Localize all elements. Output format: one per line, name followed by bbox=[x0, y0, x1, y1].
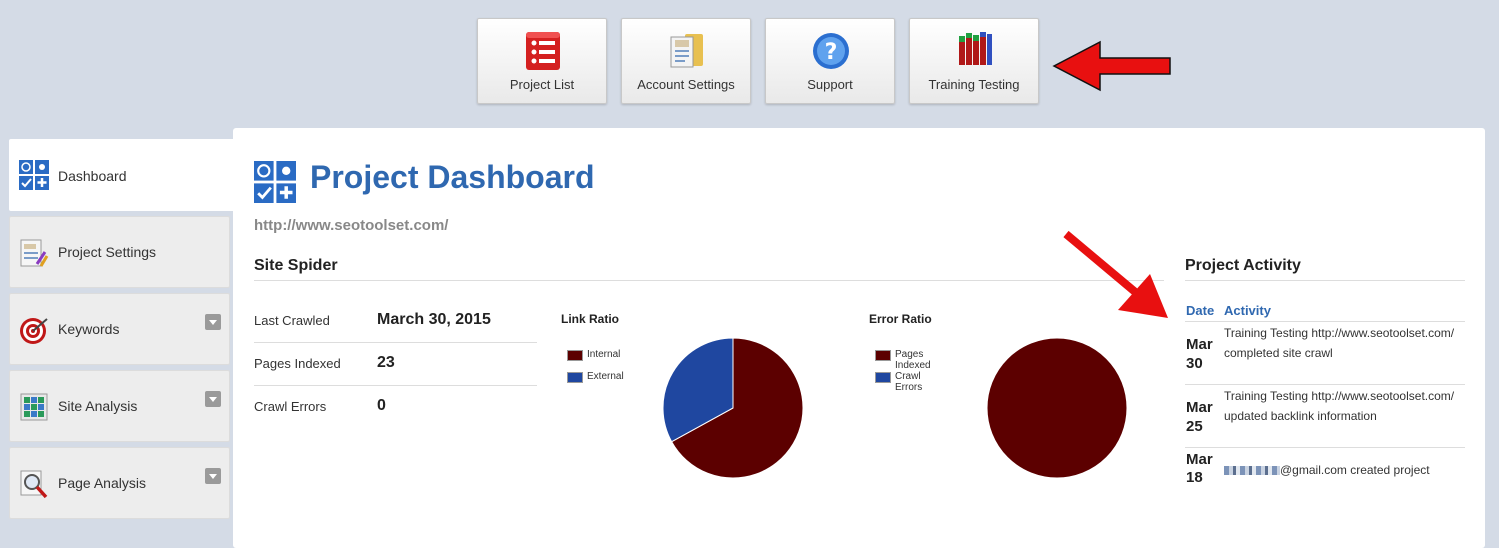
legend-swatch-external bbox=[567, 372, 583, 383]
error-ratio-pie bbox=[987, 338, 1128, 479]
project-list-button[interactable]: Project List bbox=[477, 18, 607, 104]
sidebar-item-label: Site Analysis bbox=[58, 398, 138, 414]
site-analysis-icon bbox=[20, 393, 48, 421]
sidebar-item-page-analysis[interactable]: Page Analysis bbox=[9, 447, 230, 519]
sidebar-item-label: Page Analysis bbox=[58, 475, 146, 491]
legend-label-external: External bbox=[587, 371, 624, 382]
sidebar-item-project-settings[interactable]: Project Settings bbox=[9, 216, 230, 288]
svg-text:?: ? bbox=[825, 40, 838, 65]
activity-text: Training Testing http://www.seotoolset.c… bbox=[1224, 389, 1455, 423]
activity-month: Mar bbox=[1186, 336, 1213, 353]
account-settings-label: Account Settings bbox=[637, 77, 735, 92]
link-ratio-pie bbox=[663, 338, 804, 479]
site-spider-heading: Site Spider bbox=[254, 257, 338, 274]
stat-value: 23 bbox=[377, 354, 395, 371]
support-button[interactable]: ? Support bbox=[765, 18, 895, 104]
stat-value: March 30, 2015 bbox=[377, 311, 491, 328]
stat-label: Crawl Errors bbox=[254, 399, 327, 414]
bar-chart-icon bbox=[959, 32, 992, 65]
training-testing-label: Training Testing bbox=[928, 77, 1020, 92]
activity-date-header: Date bbox=[1186, 303, 1215, 318]
activity-month: Mar bbox=[1186, 451, 1213, 468]
stat-crawl-errors: Crawl Errors 0 bbox=[254, 385, 537, 428]
activity-text: Training Testing http://www.seotoolset.c… bbox=[1224, 326, 1455, 360]
pie-slice-internal bbox=[670, 338, 804, 479]
dashboard-icon bbox=[254, 161, 296, 203]
legend-swatch-pages-indexed bbox=[875, 350, 891, 361]
activity-text-container: @gmail.com created project bbox=[1224, 460, 1459, 480]
sidebar-item-dashboard[interactable]: Dashboard bbox=[9, 139, 235, 211]
stat-last-crawled: Last Crawled March 30, 2015 bbox=[254, 299, 537, 343]
activity-row: Mar 25 Training Testing http://www.seoto… bbox=[1185, 385, 1465, 448]
link-ratio-title: Link Ratio bbox=[561, 312, 620, 326]
main-panel: Project Dashboard http://www.seotoolset.… bbox=[233, 128, 1485, 548]
activity-day: 25 bbox=[1186, 418, 1203, 435]
activity-text: @gmail.com created project bbox=[1280, 463, 1430, 477]
divider bbox=[254, 280, 1164, 281]
annotation-arrow-diagonal bbox=[1063, 230, 1168, 318]
divider bbox=[1185, 321, 1465, 322]
stat-label: Last Crawled bbox=[254, 313, 330, 328]
stat-label: Pages Indexed bbox=[254, 356, 341, 371]
chevron-down-icon[interactable] bbox=[205, 314, 221, 330]
legend-label-pages-indexed: Pages Indexed bbox=[895, 349, 931, 371]
activity-activity-header: Activity bbox=[1224, 303, 1271, 318]
sidebar-item-keywords[interactable]: Keywords bbox=[9, 293, 230, 365]
account-settings-button[interactable]: Account Settings bbox=[621, 18, 751, 104]
sidebar-item-label: Project Settings bbox=[58, 244, 157, 260]
annotation-arrow-left bbox=[1052, 40, 1171, 92]
project-list-label: Project List bbox=[509, 77, 575, 92]
magnifier-icon bbox=[20, 470, 48, 499]
stat-pages-indexed: Pages Indexed 23 bbox=[254, 342, 537, 386]
legend-label-internal: Internal bbox=[587, 349, 621, 360]
legend-swatch-crawl-errors bbox=[875, 372, 891, 383]
account-settings-icon bbox=[670, 34, 703, 68]
target-icon bbox=[20, 318, 48, 344]
legend-swatch-internal bbox=[567, 350, 583, 361]
activity-day: 30 bbox=[1186, 355, 1203, 372]
sidebar-item-site-analysis[interactable]: Site Analysis bbox=[9, 370, 230, 442]
page-title: Project Dashboard bbox=[310, 159, 595, 195]
chevron-down-icon[interactable] bbox=[205, 468, 221, 484]
redacted-email-prefix bbox=[1224, 466, 1280, 476]
support-label: Support bbox=[807, 77, 853, 92]
pie-slice-pages-indexed bbox=[987, 338, 1128, 479]
activity-day: 18 bbox=[1186, 469, 1203, 486]
chevron-down-icon[interactable] bbox=[205, 391, 221, 407]
training-testing-button[interactable]: Training Testing bbox=[909, 18, 1039, 104]
stat-value: 0 bbox=[377, 397, 386, 414]
divider bbox=[1185, 280, 1465, 281]
sidebar-item-label: Keywords bbox=[58, 321, 120, 337]
activity-month: Mar bbox=[1186, 399, 1213, 416]
legend-label-crawl-errors: Crawl Errors bbox=[895, 371, 923, 393]
project-activity-heading: Project Activity bbox=[1185, 257, 1301, 274]
sidebar-item-label: Dashboard bbox=[58, 168, 127, 184]
project-url: http://www.seotoolset.com/ bbox=[254, 217, 449, 234]
help-icon: ? bbox=[813, 33, 849, 69]
dashboard-icon bbox=[19, 160, 49, 190]
pie-slice-external bbox=[663, 338, 734, 443]
activity-row: Mar 30 Training Testing http://www.seoto… bbox=[1185, 322, 1465, 385]
activity-row: Mar 18 @gmail.com created project bbox=[1185, 448, 1465, 493]
list-icon bbox=[526, 32, 560, 70]
project-settings-icon bbox=[20, 239, 49, 267]
error-ratio-title: Error Ratio bbox=[869, 312, 932, 326]
